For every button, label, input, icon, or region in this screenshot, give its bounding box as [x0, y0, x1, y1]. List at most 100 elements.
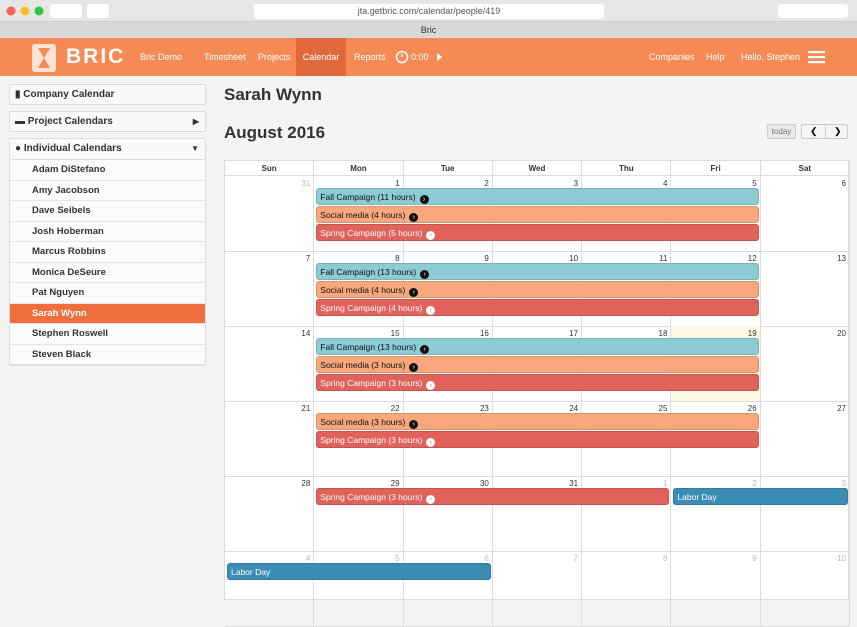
event[interactable]: Spring Campaign (4 hours) › [316, 299, 759, 316]
day-number: 24 [569, 404, 579, 413]
event-arrow[interactable]: › [426, 231, 436, 240]
event-arrow[interactable]: › [409, 363, 419, 372]
day-number: 26 [747, 404, 757, 413]
event-arrow[interactable]: › [409, 288, 419, 297]
event-arrow[interactable]: › [409, 213, 419, 222]
event-arrow[interactable]: › [419, 195, 429, 204]
day-number: 10 [569, 254, 579, 263]
event[interactable]: Fall Campaign (13 hours) › [316, 338, 759, 355]
person-link[interactable]: Steven Black [10, 344, 205, 365]
event[interactable]: Fall Campaign (13 hours) › [316, 263, 759, 280]
day-number: 30 [479, 479, 489, 488]
event[interactable]: Social media (4 hours) › [316, 281, 759, 298]
day-cell [404, 476, 493, 551]
company-calendar[interactable]: ▮ Company Calendar [9, 84, 206, 105]
day-number: 9 [484, 254, 489, 263]
day-cell [671, 251, 761, 326]
day-cell [493, 551, 583, 626]
event[interactable]: Social media (3 hours) › [316, 356, 759, 373]
day-cell [314, 476, 404, 551]
day-number: 2 [752, 479, 757, 488]
label: Project Calendars [27, 116, 113, 127]
event-label: Social media (4 hours) [320, 210, 406, 220]
event-arrow[interactable]: › [426, 306, 436, 315]
event-arrow[interactable]: › [426, 438, 436, 447]
event-arrow[interactable]: › [426, 381, 436, 390]
timer-icon [395, 50, 409, 64]
browser-toolbar: jta.getbric.com/calendar/people/419 [0, 0, 857, 22]
event[interactable]: Spring Campaign (3 hours) › [316, 431, 759, 448]
person-link[interactable]: Adam DiStefano [10, 160, 205, 181]
day-number: 23 [479, 404, 489, 413]
event[interactable]: Social media (4 hours) › [316, 206, 759, 223]
day-number: 21 [301, 404, 311, 413]
day-number: 29 [390, 479, 400, 488]
nav-item[interactable]: Help [706, 52, 725, 62]
logo-text[interactable]: BRIC [66, 45, 126, 68]
weekday-header: Tue [403, 161, 493, 176]
event-arrow[interactable]: › [420, 345, 430, 354]
event[interactable]: Spring Campaign (3 hours) › [316, 488, 670, 505]
day-cell [225, 251, 315, 326]
back-forward[interactable] [50, 4, 82, 18]
day-number: 13 [837, 254, 846, 263]
navbar: BRIC Bric Demo Timesheet Projects Calend… [0, 38, 857, 76]
person-link[interactable]: Dave Seibels [10, 201, 205, 222]
sidebar-toggle[interactable] [87, 4, 109, 18]
day-number: 5 [752, 179, 757, 188]
day-cell [671, 476, 761, 551]
event[interactable]: Labor Day [673, 488, 848, 505]
address-bar[interactable]: jta.getbric.com/calendar/people/419 [254, 4, 604, 19]
nav-item[interactable]: Bric Demo [140, 52, 183, 62]
person-link[interactable]: Monica DeSeure [10, 262, 205, 283]
person-link[interactable]: Pat Nguyen [10, 283, 205, 304]
label: Company Calendar [23, 89, 115, 100]
person-link[interactable]: Josh Hoberman [10, 221, 205, 242]
day-number: 22 [390, 404, 400, 413]
today-button[interactable]: today [767, 124, 796, 139]
week-row-border [225, 551, 850, 552]
event-arrow[interactable]: › [420, 270, 430, 279]
user-menu[interactable]: Hello, Stephen [741, 52, 801, 62]
day-number: 8 [662, 554, 668, 563]
person-link[interactable]: Stephen Roswell [10, 324, 205, 345]
toolbar-buttons[interactable] [778, 4, 848, 18]
prev-next[interactable]: ❮ ❯ [801, 124, 848, 139]
person-link[interactable]: Amy Jacobson [10, 180, 205, 201]
nav-item[interactable]: Companies [649, 52, 695, 62]
individual-panel: ● Individual Calendars ▼ Adam DiStefano Am… [9, 138, 206, 366]
play-icon[interactable] [437, 53, 443, 61]
day-number: 31 [301, 179, 311, 188]
day-cell [761, 401, 850, 476]
nav-item-active[interactable]: Calendar [296, 38, 346, 76]
event[interactable]: Fall Campaign (11 hours) › [316, 188, 759, 205]
event[interactable]: Spring Campaign (5 hours) › [316, 224, 759, 241]
tab[interactable]: Bric [0, 22, 857, 38]
day-number: 3 [573, 179, 579, 188]
day-cell [761, 176, 850, 251]
person-link[interactable]: Marcus Robbins [10, 242, 205, 263]
nav-item[interactable]: Timesheet [204, 52, 246, 62]
nav-item[interactable]: Reports [354, 52, 386, 62]
event[interactable]: Spring Campaign (3 hours) › [316, 374, 759, 391]
event[interactable]: Labor Day [227, 563, 491, 580]
day-cell [761, 551, 850, 626]
day-number: 16 [479, 329, 489, 338]
person-link[interactable]: Sarah Wynn [10, 303, 205, 324]
day-number: 27 [837, 404, 846, 413]
event[interactable]: Social media (3 hours) › [316, 413, 759, 430]
calendar-grid: Sun Mon Tue Wed Thu Fri Sat 31 1 2 3 4 5 6 7 8 9 10 11 12 13… [224, 160, 850, 627]
day-cell [225, 176, 315, 251]
logo-icon [32, 44, 56, 72]
day-cell [314, 551, 404, 626]
project-calendars[interactable]: ▬ Project Calendars ▶ [9, 111, 206, 132]
hamburger[interactable] [808, 50, 825, 64]
individual-calendars[interactable]: ● Individual Calendars ▼ [10, 139, 205, 160]
event-arrow[interactable]: › [409, 420, 419, 429]
event-label: Fall Campaign (13 hours) [320, 342, 417, 352]
people-list: Adam DiStefano Amy Jacobson Dave Seibels Jo… [10, 160, 205, 365]
nav-item[interactable]: Projects [258, 52, 291, 62]
day-number: 28 [301, 479, 311, 488]
day-number: 7 [573, 554, 579, 563]
event-arrow[interactable]: › [426, 495, 436, 504]
